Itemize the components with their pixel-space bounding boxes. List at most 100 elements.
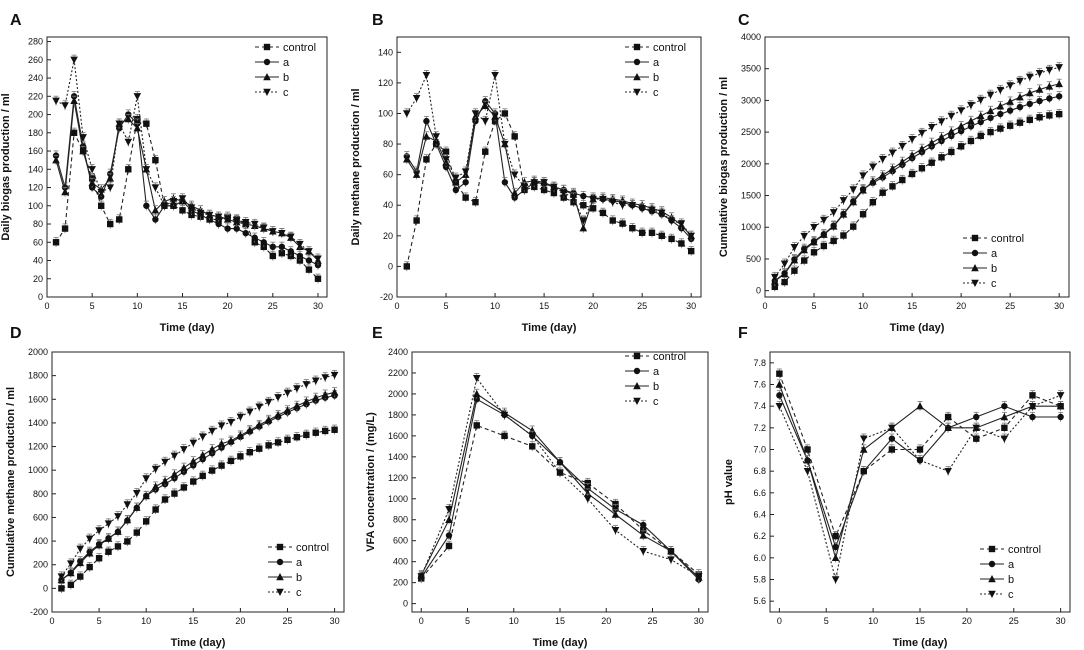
legend-marker-c (988, 590, 996, 598)
legend-marker-b (276, 573, 284, 581)
y-tick-label: 20 (33, 274, 43, 284)
data-point-c (76, 545, 85, 553)
legend-marker-a (263, 58, 271, 66)
data-point-c (123, 501, 132, 509)
data-point-control (928, 159, 935, 166)
data-point-control (303, 431, 310, 439)
panel-d: D0 5 10 15 20 25 30-20002004006008001000120014… (5, 325, 345, 649)
data-point-c (583, 495, 592, 503)
series-line-control (774, 113, 1060, 288)
legend: control abc (625, 351, 686, 408)
x-tick-label: 15 (915, 616, 925, 626)
series-line-c (55, 59, 319, 260)
data-point-c (180, 446, 188, 454)
data-point-c (305, 248, 313, 256)
x-tick-label: 0 (777, 616, 782, 626)
data-point-control (801, 257, 808, 264)
data-point-control (124, 538, 131, 545)
legend-label-a: a (991, 248, 998, 260)
data-point-c (208, 427, 216, 435)
data-point-b (95, 541, 103, 549)
y-tick-label: 2000 (28, 347, 48, 357)
data-point-a (287, 248, 295, 255)
data-point-c (638, 205, 646, 213)
legend-label-a: a (653, 57, 660, 69)
y-tick-label: 1500 (741, 191, 761, 201)
data-point-a (296, 252, 304, 260)
data-point-control (190, 478, 197, 485)
data-point-c (1055, 64, 1063, 72)
data-point-c (491, 72, 499, 80)
x-tick-label: 20 (962, 616, 972, 626)
data-point-control (105, 548, 112, 555)
data-point-b (236, 431, 245, 439)
x-tick-label: 20 (956, 301, 966, 311)
plot-frame (411, 351, 709, 613)
x-tick-label: 0 (419, 616, 424, 626)
data-point-c (520, 183, 529, 191)
data-point-c (296, 240, 304, 249)
panel-c: C 0 5 10 15 20 25 30 0 500 1000 1500 2000 2500 3000 350… (718, 12, 1070, 334)
data-point-c (302, 381, 311, 389)
data-point-b (639, 531, 648, 539)
data-point-c (114, 513, 122, 521)
data-point-c (790, 244, 799, 252)
legend-label-a: a (283, 57, 290, 69)
legend-label-c: c (296, 587, 302, 599)
plot-frame (764, 36, 1070, 298)
x-tick-label: 20 (235, 616, 245, 626)
x-tick-label: 15 (188, 616, 198, 626)
legend-marker-c (633, 88, 641, 96)
x-tick-label: 5 (97, 616, 102, 626)
data-point-b (869, 177, 877, 185)
data-point-a (152, 216, 159, 223)
plot-frame (46, 36, 328, 298)
x-tick-label: 30 (330, 616, 340, 626)
x-tick-label: 30 (313, 301, 323, 311)
data-point-control (501, 432, 508, 440)
data-point-b (106, 174, 115, 182)
y-tick-label: 2000 (388, 389, 408, 399)
data-point-control (445, 542, 453, 550)
series-b (57, 387, 339, 585)
panel-letter-e: E (372, 325, 383, 342)
data-point-c (223, 215, 232, 223)
data-point-control (619, 220, 626, 227)
y-tick-label: 600 (33, 512, 48, 522)
data-point-a (1046, 95, 1053, 102)
data-point-control (918, 165, 926, 172)
data-point-control (1016, 119, 1024, 126)
y-tick-label: 1600 (388, 431, 408, 441)
data-point-a (580, 192, 587, 200)
data-point-control (61, 225, 69, 232)
plot-frame (396, 36, 702, 298)
y-tick-label: 800 (33, 489, 48, 499)
y-tick-label: 3500 (741, 64, 761, 74)
x-tick-label: 15 (177, 301, 187, 311)
data-point-control (179, 207, 186, 214)
data-point-a (501, 179, 509, 186)
data-point-b (611, 510, 620, 518)
data-point-control (152, 156, 159, 164)
y-axis-label: VFA concentration / (mg/L) (365, 412, 377, 552)
y-tick-label: 20 (383, 231, 393, 241)
data-point-b (790, 256, 799, 264)
data-point-b (198, 451, 207, 459)
data-point-b (321, 390, 329, 398)
legend-marker-b (633, 73, 641, 81)
series-c (57, 369, 339, 582)
x-tick-label: 5 (444, 301, 449, 311)
data-point-control (161, 496, 169, 503)
data-point-c (287, 233, 295, 241)
data-point-control (269, 252, 277, 260)
data-point-b (133, 124, 142, 132)
data-point-c (628, 202, 637, 210)
data-point-a (776, 392, 783, 399)
x-tick-label: 20 (588, 301, 598, 311)
data-point-control (609, 217, 616, 224)
data-point-b (67, 569, 75, 577)
y-tick-label: 80 (383, 139, 393, 149)
data-point-b (246, 426, 254, 434)
data-point-control (840, 232, 847, 239)
